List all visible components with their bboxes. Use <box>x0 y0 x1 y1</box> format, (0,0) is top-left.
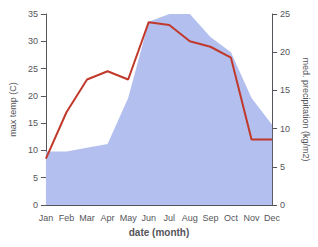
svg-text:25: 25 <box>280 9 290 19</box>
svg-text:May: May <box>120 213 138 223</box>
svg-text:Feb: Feb <box>59 213 75 223</box>
svg-text:20: 20 <box>28 91 38 101</box>
svg-text:30: 30 <box>28 36 38 46</box>
svg-text:Dec: Dec <box>264 213 281 223</box>
svg-text:Jan: Jan <box>39 213 54 223</box>
svg-text:Mar: Mar <box>79 213 95 223</box>
svg-text:med. precipitation (kg/m2): med. precipitation (kg/m2) <box>301 57 311 161</box>
svg-text:Apr: Apr <box>101 213 115 223</box>
svg-text:Sep: Sep <box>202 213 218 223</box>
svg-text:Nov: Nov <box>244 213 261 223</box>
svg-text:Jul: Jul <box>164 213 176 223</box>
svg-text:5: 5 <box>33 173 38 183</box>
svg-text:date (month): date (month) <box>129 227 190 238</box>
svg-text:Jun: Jun <box>141 213 156 223</box>
svg-text:25: 25 <box>28 64 38 74</box>
svg-text:10: 10 <box>28 145 38 155</box>
svg-text:5: 5 <box>280 162 285 172</box>
svg-text:max temp (C): max temp (C) <box>8 82 18 137</box>
svg-text:20: 20 <box>280 47 290 57</box>
svg-text:0: 0 <box>280 200 285 210</box>
svg-text:10: 10 <box>280 124 290 134</box>
svg-text:Aug: Aug <box>182 213 198 223</box>
svg-text:15: 15 <box>280 85 290 95</box>
svg-text:35: 35 <box>28 9 38 19</box>
svg-text:15: 15 <box>28 118 38 128</box>
svg-text:Oct: Oct <box>224 213 239 223</box>
svg-text:0: 0 <box>33 200 38 210</box>
